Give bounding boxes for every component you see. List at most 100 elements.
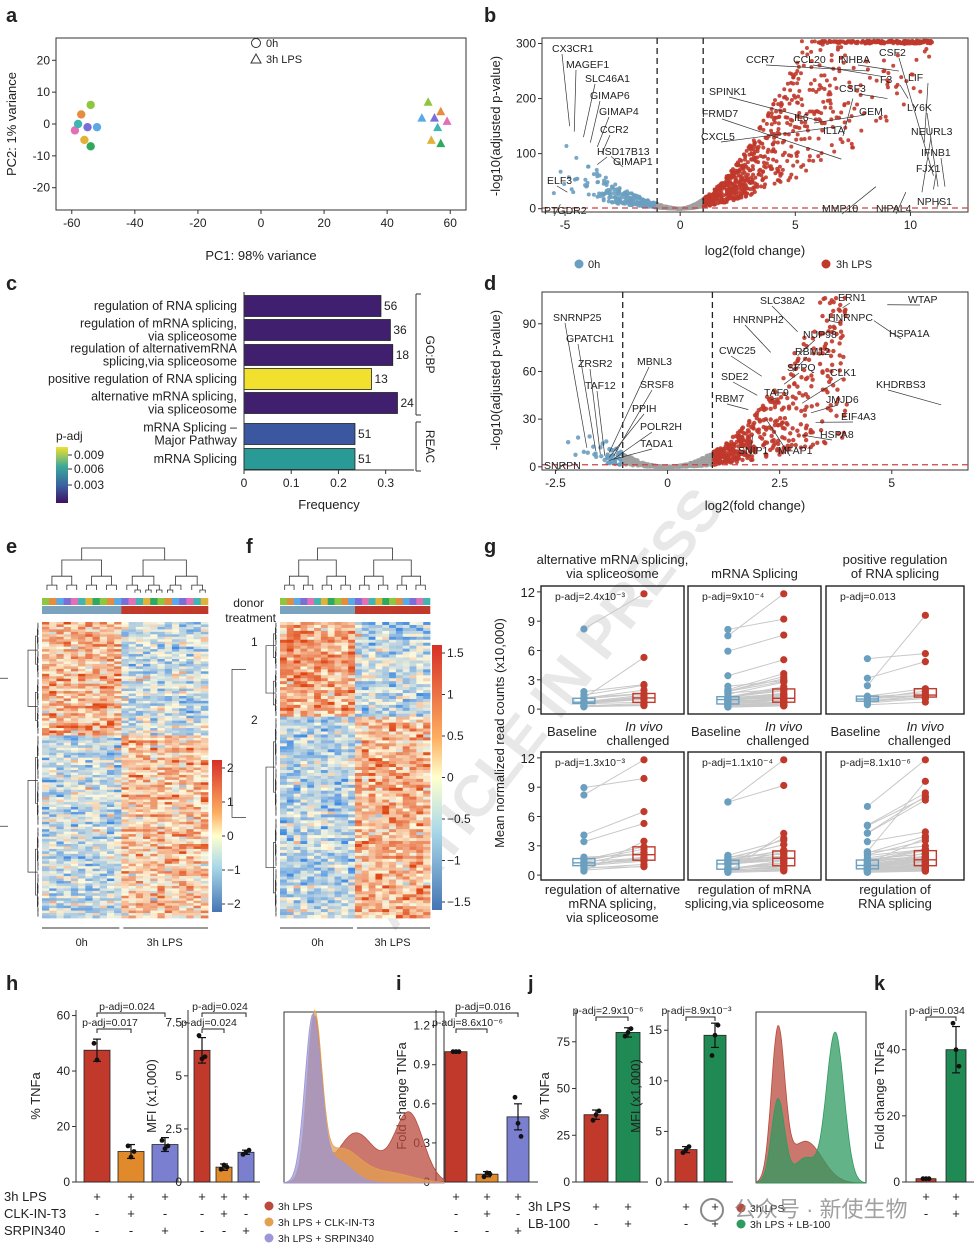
heatmap-cell [193, 737, 202, 741]
heatmap-cell [143, 710, 151, 714]
heatmap-cell [164, 760, 173, 763]
heatmap-cell [200, 686, 209, 689]
heatmap-cell [78, 816, 86, 820]
heatmap-cell [193, 688, 202, 692]
heatmap-cell [200, 755, 209, 759]
label-leader [933, 173, 937, 190]
volcano-point [844, 40, 849, 45]
volcano-point [726, 454, 731, 459]
heatmap-cell [49, 715, 57, 719]
volcano-point [573, 452, 578, 457]
heatmap-cell [200, 799, 209, 803]
heatmap-cell [85, 629, 93, 633]
heatmap-cell [128, 858, 137, 862]
heatmap-cell [157, 641, 166, 645]
heatmap-cell [200, 646, 209, 650]
heatmap-cell [200, 654, 209, 657]
heatmap-cell [157, 757, 166, 761]
heatmap-cell [78, 700, 86, 704]
volcano-point [724, 181, 729, 186]
volcano-point [791, 93, 796, 98]
heatmap-cell [78, 824, 86, 828]
heatmap-cell [85, 631, 93, 635]
heatmap-cell [186, 705, 194, 709]
heatmap-cell [171, 656, 180, 660]
heatmap-cell [78, 774, 86, 778]
heatmap-cell [121, 636, 130, 640]
heatmap-cell [114, 710, 122, 714]
heatmap-cell [49, 747, 57, 751]
heatmap-cell [164, 816, 173, 820]
heatmap-cell [42, 787, 50, 791]
heatmap-cell [114, 745, 122, 749]
panel-letter: e [6, 536, 17, 558]
volcano-point [769, 128, 774, 133]
heatmap-cell [164, 693, 173, 697]
heatmap-cell [164, 848, 173, 852]
heatmap-cell [171, 735, 180, 739]
y-tick-label: 30 [523, 412, 537, 426]
volcano-point [724, 192, 729, 197]
heatmap-cell [143, 752, 151, 756]
volcano-point [595, 174, 600, 179]
volcano-point [581, 449, 587, 455]
heatmap-cell [56, 826, 65, 830]
heatmap-cell [150, 730, 158, 734]
heatmap-cell [128, 688, 137, 692]
heatmap-cell [114, 663, 122, 667]
volcano-point [787, 101, 792, 106]
volcano-point [825, 367, 830, 373]
volcano-point [831, 109, 836, 114]
volcano-point [745, 191, 750, 196]
heatmap-cell [63, 799, 72, 803]
heatmap-cell [114, 654, 122, 657]
heatmap-cell [193, 762, 202, 766]
heatmap-cell [70, 636, 79, 640]
heatmap-cell [150, 700, 158, 704]
heatmap-cell [85, 668, 93, 672]
heatmap-cell [157, 651, 166, 655]
heatmap-cell [121, 853, 130, 857]
pca-point-3h [426, 135, 436, 144]
heatmap-cell [42, 681, 50, 685]
volcano-point [788, 431, 793, 436]
heatmap-cell [114, 757, 122, 761]
heatmap-cell [179, 799, 187, 803]
heatmap-cell [179, 651, 187, 655]
heatmap-cell [49, 873, 57, 877]
heatmap-cell [56, 856, 65, 860]
heatmap-cell [56, 787, 65, 791]
heatmap-cell [42, 834, 50, 837]
heatmap-cell [49, 767, 57, 771]
heatmap-cell [78, 868, 86, 872]
volcano-point [859, 128, 864, 133]
heatmap-cell [92, 688, 101, 692]
heatmap-cell [70, 755, 79, 759]
gene-label: TAF12 [585, 380, 616, 392]
heatmap-cell [85, 715, 93, 719]
heatmap-cell [128, 691, 137, 694]
heatmap-cell [85, 821, 93, 825]
heatmap-cell [70, 698, 79, 702]
gene-label: TAF9 [764, 387, 789, 399]
heatmap-cell [92, 809, 101, 813]
gene-label: SNIP1 [738, 445, 769, 457]
heatmap-cell [78, 646, 86, 650]
heatmap-cell [193, 747, 202, 751]
heatmap-cell [121, 779, 130, 783]
heatmap-cell [92, 752, 101, 756]
heatmap-cell [85, 634, 93, 638]
heatmap-cell [164, 649, 173, 652]
heatmap-cell [121, 858, 130, 862]
heatmap-cell [121, 829, 130, 833]
heatmap-cell [78, 767, 86, 771]
heatmap-cell [56, 866, 65, 870]
heatmap-cell [193, 693, 202, 697]
heatmap-cell [99, 824, 108, 828]
heatmap-cell [164, 676, 173, 680]
heatmap-cell [186, 841, 194, 845]
heatmap-cell [106, 691, 115, 694]
heatmap-cell [186, 876, 194, 879]
heatmap-cell [135, 767, 144, 771]
heatmap-cell [200, 858, 209, 862]
